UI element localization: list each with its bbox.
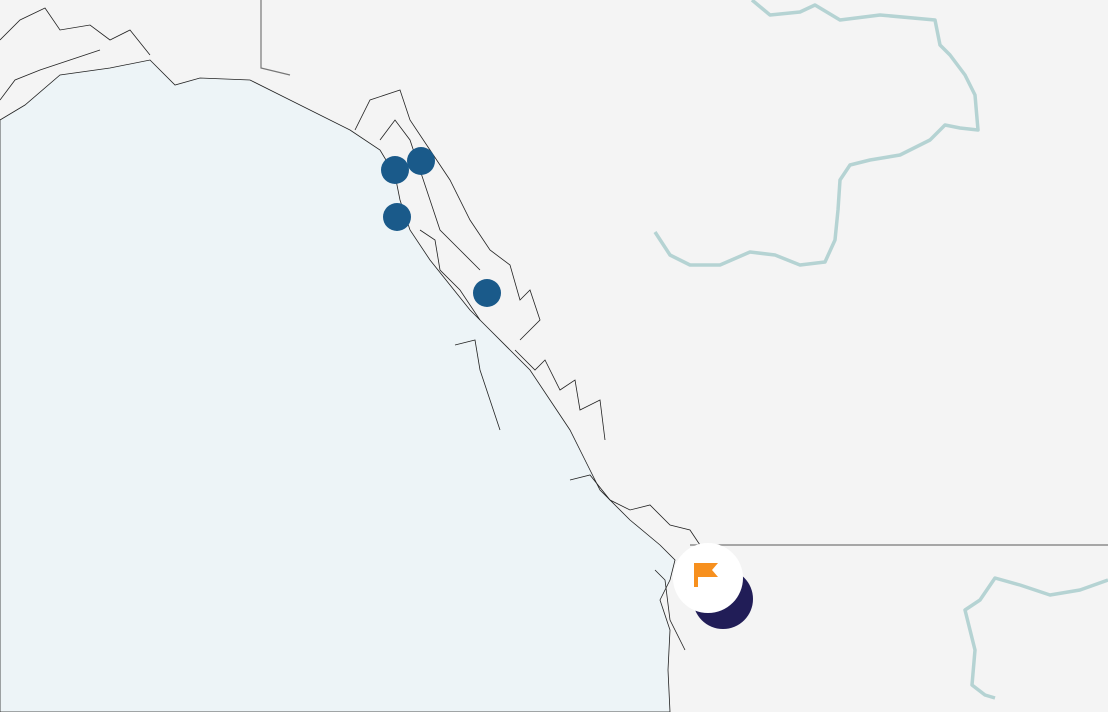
rivers <box>653 0 1108 700</box>
pacific-ocean <box>0 59 676 712</box>
highlight-halo <box>673 543 743 613</box>
coastline-details <box>0 7 701 651</box>
location-marker[interactable] <box>407 147 435 175</box>
location-markers <box>381 147 501 307</box>
location-marker[interactable] <box>383 203 411 231</box>
location-marker[interactable] <box>381 156 409 184</box>
location-marker[interactable] <box>473 279 501 307</box>
political-borders <box>260 0 1108 546</box>
selected-location[interactable] <box>673 543 753 629</box>
flag-icon <box>694 563 718 587</box>
